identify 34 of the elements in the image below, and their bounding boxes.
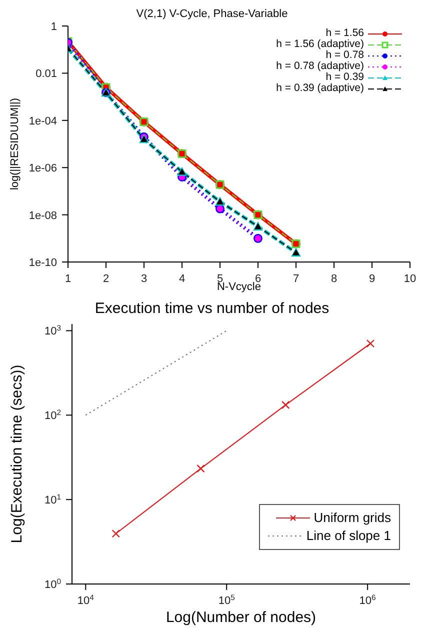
x-axis-title: Log(Number of nodes) bbox=[166, 609, 316, 626]
y-tick-label: 0.01 bbox=[36, 68, 57, 80]
legend-label: Uniform grids bbox=[314, 509, 391, 527]
legend-label: h = 1.56 (adaptive) bbox=[276, 38, 364, 50]
x-tick-label: 2 bbox=[102, 273, 110, 285]
y-tick-label: 10$^{0}$ bbox=[44, 576, 61, 591]
y-tick-label: 1 bbox=[50, 21, 57, 33]
legend-label: h = 1.56 bbox=[326, 27, 364, 39]
y-tick-label: 1e-04 bbox=[28, 115, 57, 128]
x-tick-label: 9 bbox=[368, 273, 376, 285]
x-tick-label: 10$^{5}$ bbox=[218, 592, 235, 607]
legend-label: h = 0.78 (adaptive) bbox=[276, 60, 364, 72]
x-tick-label: 10$^{6}$ bbox=[359, 592, 376, 607]
x-tick-label: 7 bbox=[292, 273, 300, 285]
x-tick-label: 10 bbox=[404, 273, 416, 285]
y-tick-label: 1e-06 bbox=[28, 162, 57, 175]
y-tick-label: 10$^{3}$ bbox=[44, 323, 61, 338]
x-tick-label: 3 bbox=[140, 273, 148, 285]
x-tick-label: 10$^{4}$ bbox=[77, 592, 95, 607]
chart-title: V(2,1) V-Cycle, Phase-Variable bbox=[135, 8, 289, 22]
x-tick-label: 8 bbox=[330, 273, 338, 285]
legend-label: h = 0.39 (adaptive) bbox=[276, 82, 364, 94]
y-axis-title: Log(Execution time (secs)) bbox=[8, 364, 26, 544]
chart-title: Execution time vs number of nodes bbox=[94, 299, 330, 319]
y-tick-label: 1e-10 bbox=[28, 257, 57, 269]
y-tick-label: 10$^{2}$ bbox=[44, 408, 61, 422]
legend-label: h = 0.39 bbox=[326, 71, 364, 83]
x-tick-label: 1 bbox=[64, 273, 72, 285]
legend-label: Line of slope 1 bbox=[306, 527, 391, 545]
y-tick-label: 1e-08 bbox=[28, 210, 57, 222]
y-axis-title: log(||RESIDUUM||) bbox=[8, 98, 21, 190]
x-tick-label: 4 bbox=[178, 273, 186, 285]
y-tick-label: 10$^{1}$ bbox=[44, 492, 61, 507]
legend-label: h = 0.78 bbox=[326, 49, 364, 61]
